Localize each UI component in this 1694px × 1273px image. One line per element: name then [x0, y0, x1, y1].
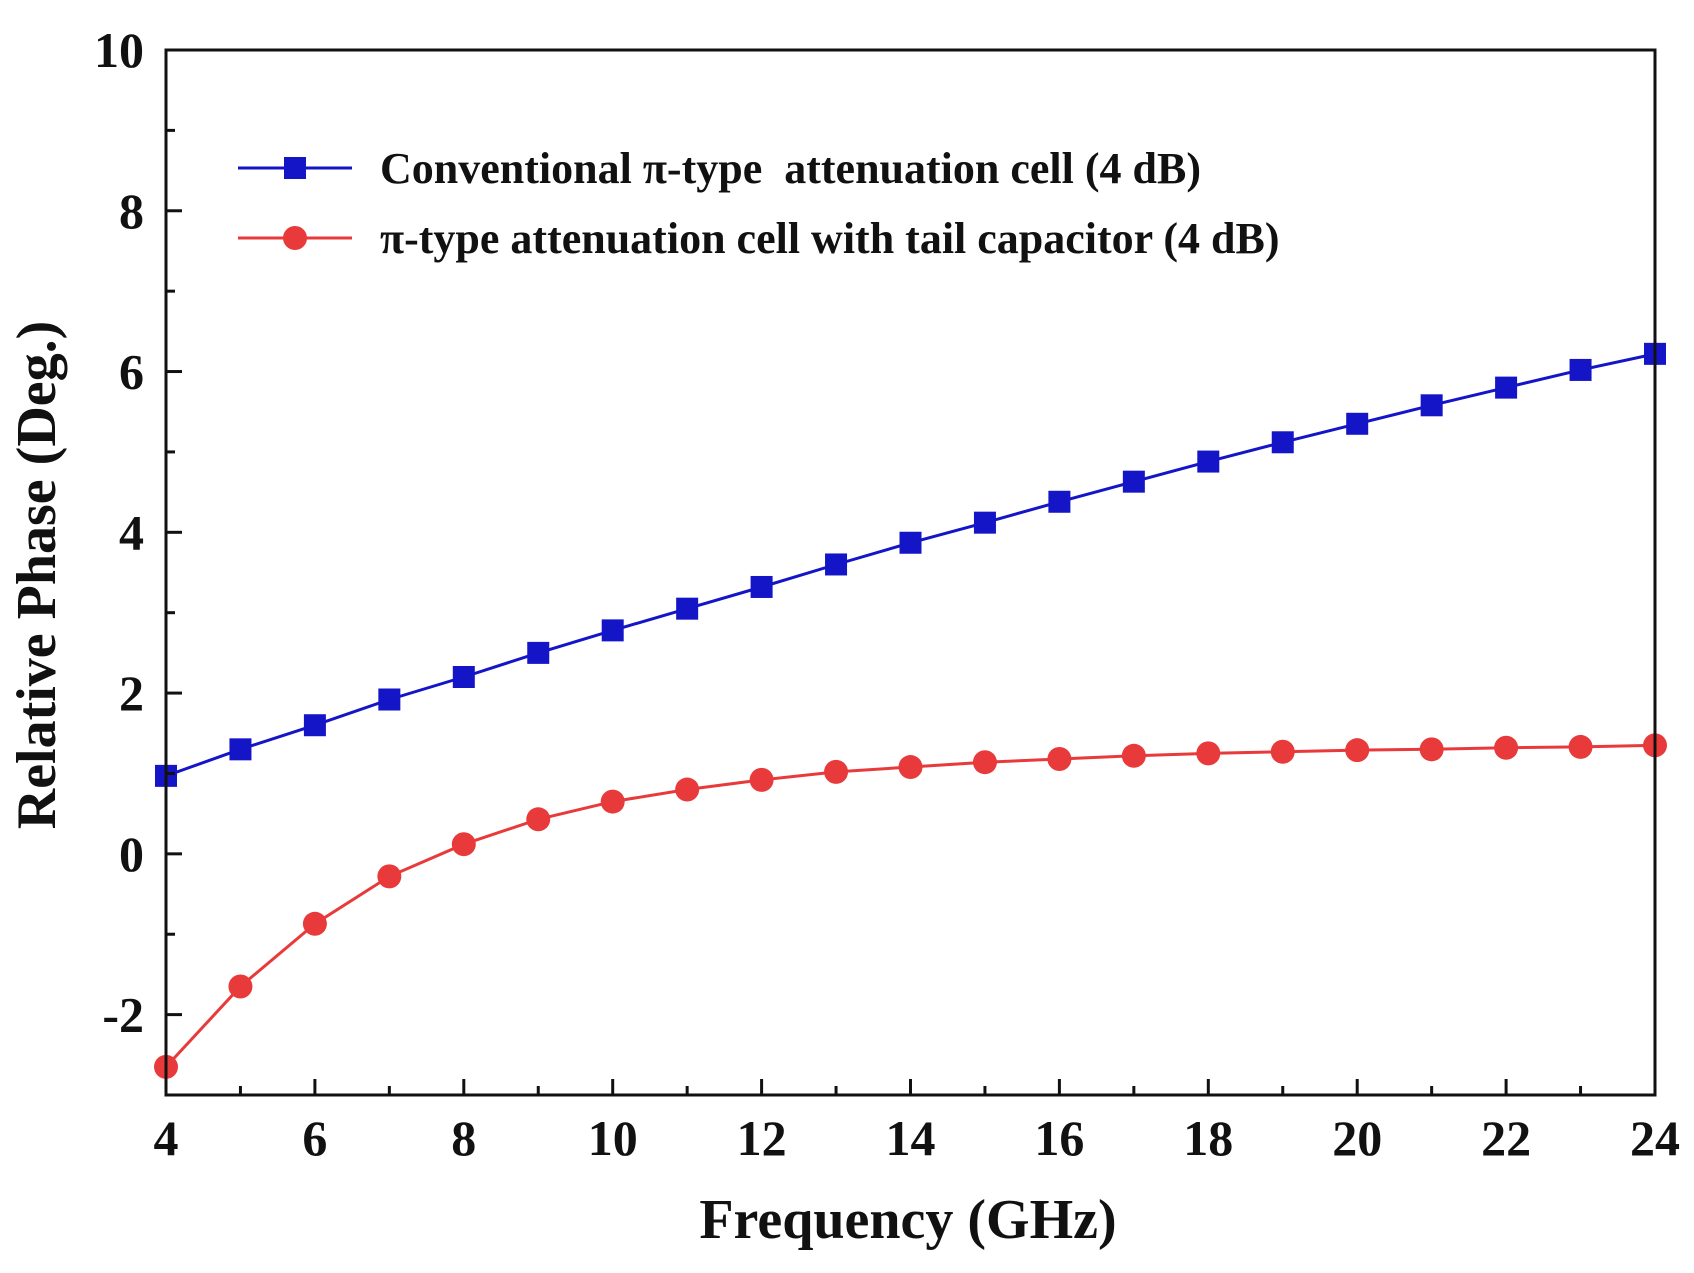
y-axis-title: Relative Phase (Deg.) [6, 321, 68, 830]
legend-label-2: π-type attenuation cell with tail capaci… [380, 214, 1280, 263]
series-2-marker [1494, 735, 1519, 760]
series-line-2 [164, 743, 1656, 1068]
series-2-marker [972, 750, 997, 775]
series-2-marker [377, 864, 402, 889]
series-1-marker [452, 666, 475, 688]
series-2-marker [1047, 746, 1072, 771]
series-2-marker [600, 789, 625, 814]
series-1-marker [303, 714, 326, 737]
series-line-1 [165, 352, 1656, 778]
x-tick-label: 22 [1481, 1110, 1531, 1166]
series-2-marker [1419, 737, 1444, 762]
series-2-marker [824, 759, 849, 784]
series-1-marker [1197, 450, 1220, 473]
series-2-marker [675, 777, 700, 802]
x-tick-label: 10 [588, 1110, 638, 1166]
y-tick-label: 4 [119, 504, 144, 560]
x-tick-label: 18 [1183, 1110, 1233, 1166]
series-2-marker [1121, 743, 1146, 768]
series-1-marker [973, 511, 996, 534]
series-2-marker [302, 911, 327, 936]
series-1-marker [1420, 394, 1443, 417]
y-tick-label: 0 [119, 826, 144, 882]
y-tick-label: 6 [119, 344, 144, 400]
x-tick-label: 16 [1034, 1110, 1084, 1166]
legend-marker-1 [284, 157, 306, 179]
series-1-marker [1048, 490, 1071, 513]
series-1-marker [825, 553, 848, 576]
series-1-marker [899, 531, 922, 554]
series-2-marker [451, 832, 476, 857]
x-tick-label: 12 [737, 1110, 787, 1166]
series-1-marker [1495, 376, 1518, 399]
series-1-marker [750, 575, 773, 598]
plot-area [154, 342, 1667, 1079]
x-tick-label: 6 [302, 1110, 327, 1166]
x-tick-label: 8 [451, 1110, 476, 1166]
legend-marker-2 [283, 226, 307, 250]
series-1-marker [1569, 358, 1592, 381]
legend: Conventional π-type attenuation cell (4 … [238, 144, 1280, 263]
series-1-marker [676, 597, 699, 620]
x-tick-label: 4 [154, 1110, 179, 1166]
series-2-marker [1196, 741, 1221, 766]
y-tick-label: 10 [94, 22, 144, 78]
series-1-marker [229, 738, 252, 761]
y-tick-label: 2 [119, 665, 144, 721]
x-tick-label: 20 [1332, 1110, 1382, 1166]
series-2-marker [1568, 734, 1593, 759]
x-axis-title: Frequency (GHz) [699, 1189, 1116, 1251]
legend-label-1: Conventional π-type attenuation cell (4 … [380, 144, 1201, 193]
series-1-marker [1271, 431, 1294, 454]
series-2-marker [526, 807, 551, 832]
series-1-marker [1346, 412, 1369, 435]
series-2-marker [1270, 739, 1295, 764]
series-1-marker [601, 619, 624, 642]
x-tick-label: 14 [886, 1110, 936, 1166]
y-tick-label: -2 [102, 987, 144, 1043]
series-2-marker [1345, 738, 1370, 763]
series-2-marker [898, 755, 923, 780]
series-1-marker [527, 641, 550, 664]
x-tick-label: 24 [1630, 1110, 1680, 1166]
series-2-marker [749, 767, 774, 792]
series-1-marker [378, 688, 401, 711]
plot-frame [164, 48, 1657, 1097]
series-2-marker [228, 974, 253, 999]
y-tick-label: 8 [119, 183, 144, 239]
series-1-marker [1122, 470, 1145, 493]
